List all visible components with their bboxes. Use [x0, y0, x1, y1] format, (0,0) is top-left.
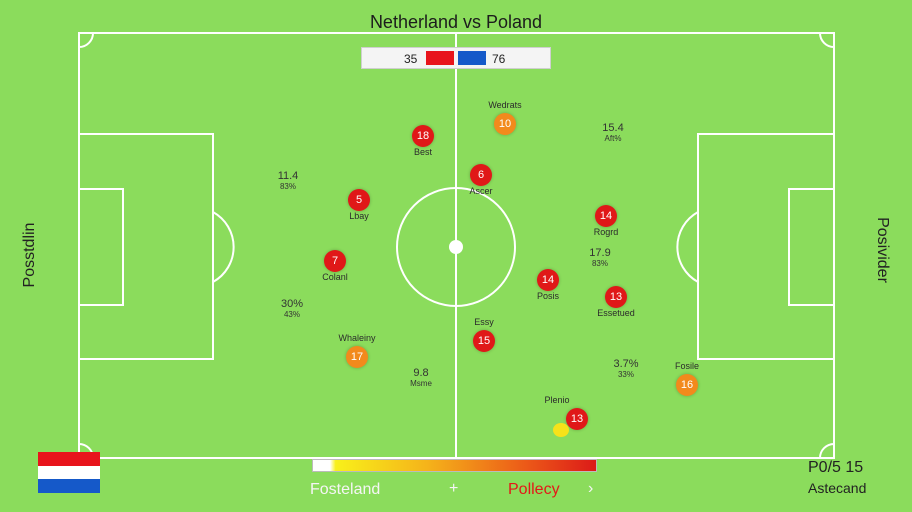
stat-block: 17.9 83% — [570, 247, 630, 268]
player-number: 15 — [473, 330, 495, 352]
left-side-label: Posstdlin — [21, 222, 38, 288]
highlight-spot — [553, 423, 569, 437]
stat-percent: Aft% — [604, 134, 622, 143]
legend-right-label[interactable]: Pollecy — [508, 481, 560, 498]
score-bar: 35 76 — [361, 47, 551, 69]
home-color-swatch — [426, 51, 454, 65]
player-number: 10 — [494, 113, 516, 135]
corner-score: P0/5 15 — [808, 459, 864, 476]
stat-value: 17.9 — [589, 247, 611, 259]
player-number: 17 — [346, 346, 368, 368]
stat-value: 30% — [280, 298, 304, 310]
player-number: 16 — [676, 374, 698, 396]
player-name: Essy — [474, 317, 494, 327]
player-name: Fosile — [674, 361, 699, 371]
player-name: Best — [413, 147, 432, 157]
stat-value: 3.7% — [613, 358, 639, 370]
player-number: 7 — [324, 250, 346, 272]
flag-stripe-bottom — [38, 479, 100, 493]
stat-block: 11.4 83% — [258, 170, 318, 191]
player-name: Whaleiny — [338, 333, 376, 343]
netherlands-flag-icon — [38, 452, 100, 493]
player-name: Rogrd — [593, 227, 619, 237]
flag-stripe-top — [38, 452, 100, 466]
stat-percent: 43% — [283, 310, 300, 319]
match-title: Netherland vs Poland — [369, 12, 543, 32]
player-name: Wedrats — [488, 100, 522, 110]
stat-value: 11.4 — [277, 170, 299, 182]
stat-percent: 83% — [591, 259, 608, 268]
stat-percent: 33% — [617, 370, 634, 379]
player-number: 14 — [537, 269, 559, 291]
player-name: Colanl — [322, 272, 348, 282]
player-name: Lbay — [349, 211, 369, 221]
player-number: 18 — [412, 125, 434, 147]
stat-value: 9.8 — [413, 367, 429, 379]
stat-percent: 83% — [279, 182, 296, 191]
player-name: Posis — [536, 291, 559, 301]
player-name: Ascer — [469, 186, 493, 196]
stat-block: 15.4 Aft% — [583, 122, 643, 143]
player-number: 6 — [470, 164, 492, 186]
score-away: 76 — [492, 52, 506, 66]
stat-block: 9.8 Msme — [391, 367, 451, 388]
flag-stripe-middle — [38, 465, 100, 480]
right-side-label: Posivider — [874, 217, 891, 283]
player-number: 13 — [605, 286, 627, 308]
stat-percent: Msme — [410, 379, 432, 388]
player-number: 14 — [595, 205, 617, 227]
player-number: 5 — [348, 189, 370, 211]
legend-plus-icon[interactable]: + — [449, 480, 459, 497]
score-home: 35 — [404, 52, 418, 66]
heat-legend-bar — [312, 459, 597, 472]
stat-block: 30% 43% — [262, 298, 322, 319]
stat-value: 15.4 — [602, 122, 624, 134]
away-color-swatch — [458, 51, 486, 65]
chevron-right-icon[interactable]: › — [588, 480, 594, 497]
stat-block: 3.7% 33% — [596, 358, 656, 379]
legend-left-label[interactable]: Fosteland — [310, 481, 381, 498]
player-name: Essetued — [597, 308, 635, 318]
player-name: Plenio — [544, 395, 570, 405]
player-number: 13 — [566, 408, 588, 430]
corner-label: Astecand — [808, 480, 867, 496]
